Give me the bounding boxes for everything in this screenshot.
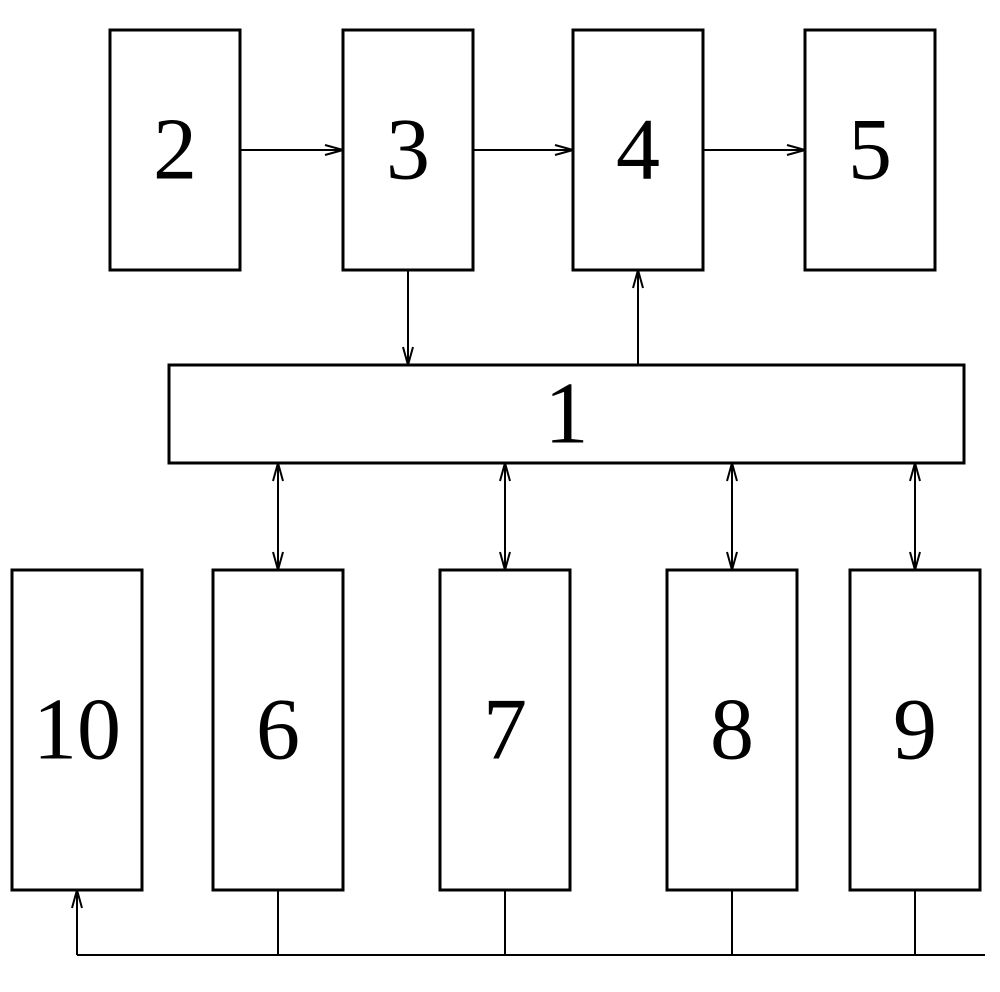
- block-label: 2: [153, 102, 197, 199]
- block-6: 6: [213, 570, 343, 890]
- block-5: 5: [805, 30, 935, 270]
- block-label: 4: [616, 102, 660, 199]
- block-1: 1: [169, 365, 964, 463]
- block-label: 5: [848, 102, 892, 199]
- block-7: 7: [440, 570, 570, 890]
- block-2: 2: [110, 30, 240, 270]
- block-8: 8: [667, 570, 797, 890]
- block-label: 8: [710, 682, 754, 779]
- block-label: 3: [386, 102, 430, 199]
- block-label: 9: [893, 682, 937, 779]
- block-3: 3: [343, 30, 473, 270]
- block-label: 7: [483, 682, 527, 779]
- block-9: 9: [850, 570, 980, 890]
- block-4: 4: [573, 30, 703, 270]
- block-label: 6: [256, 682, 300, 779]
- block-label: 10: [33, 682, 121, 779]
- block-10: 10: [12, 570, 142, 890]
- block-label: 1: [545, 366, 589, 463]
